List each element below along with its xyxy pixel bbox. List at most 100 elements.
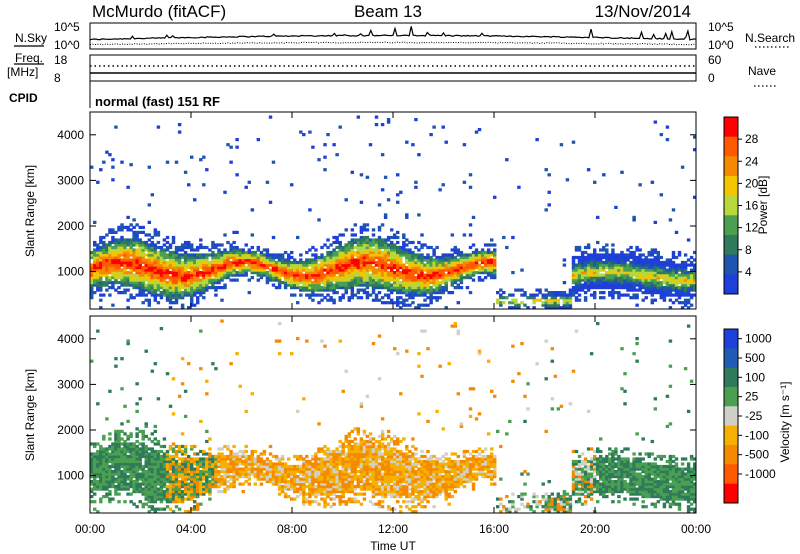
range-gate-cell — [374, 123, 379, 127]
range-gate-cell — [196, 495, 200, 499]
range-gate-cell — [299, 276, 303, 280]
range-gate-cell — [323, 273, 327, 277]
range-gate-cell — [90, 253, 94, 257]
range-gate-cell — [265, 273, 270, 277]
range-gate-cell — [144, 452, 148, 456]
range-gate-cell — [232, 472, 236, 476]
range-gate-cell — [514, 303, 518, 307]
range-gate-cell — [114, 250, 118, 255]
range-gate-cell — [283, 462, 288, 466]
range-gate-cell — [150, 253, 155, 257]
range-gate-cell — [659, 255, 664, 260]
range-gate-cell — [405, 255, 409, 260]
range-gate-cell — [287, 266, 291, 270]
range-gate-cell — [129, 250, 133, 255]
range-gate-cell — [99, 500, 103, 504]
range-gate-cell — [308, 500, 312, 504]
range-gate-cell — [577, 271, 582, 275]
range-gate-cell — [138, 268, 142, 272]
range-gate-cell — [417, 271, 421, 275]
range-gate-cell — [674, 271, 679, 275]
range-gate-cell — [317, 472, 321, 476]
range-gate-cell — [326, 276, 330, 280]
range-gate-cell — [359, 238, 364, 242]
range-gate-cell — [317, 283, 321, 287]
range-gate-cell — [547, 298, 551, 302]
range-gate-cell — [153, 464, 158, 469]
range-gate-cell — [614, 273, 618, 277]
range-gate-cell — [593, 296, 597, 300]
range-gate-cell — [214, 467, 218, 471]
range-gate-cell — [608, 253, 612, 257]
range-gate-cell — [320, 263, 324, 267]
range-gate-cell — [374, 263, 379, 267]
range-gate-cell — [144, 260, 148, 265]
range-gate-cell — [129, 243, 133, 247]
range-gate-cell — [383, 271, 388, 275]
range-gate-cell — [147, 281, 152, 285]
range-gate-cell — [120, 429, 124, 433]
range-gate-cell — [290, 273, 294, 277]
range-gate-cell — [390, 255, 394, 260]
range-gate-cell — [159, 497, 164, 501]
range-gate-cell — [111, 472, 115, 476]
range-gate-cell — [332, 298, 336, 302]
range-gate-cell — [250, 462, 255, 466]
range-gate-cell — [129, 163, 133, 167]
range-gate-cell — [220, 452, 224, 456]
range-gate-cell — [235, 352, 239, 356]
range-gate-cell — [259, 477, 264, 481]
range-gate-cell — [611, 286, 615, 290]
range-gate-cell — [183, 268, 188, 272]
range-gate-cell — [611, 288, 615, 292]
range-gate-cell — [329, 255, 333, 260]
range-gate-cell — [577, 276, 582, 280]
range-gate-cell — [380, 245, 385, 250]
range-gate-cell — [332, 475, 336, 479]
range-gate-cell — [583, 245, 588, 250]
range-gate-cell — [359, 485, 364, 489]
range-gate-cell — [317, 276, 321, 280]
range-gate-cell — [205, 283, 209, 287]
range-gate-cell — [332, 502, 336, 506]
range-gate-cell — [459, 281, 464, 285]
range-gate-cell — [117, 258, 121, 262]
range-gate-cell — [405, 266, 409, 270]
range-gate-cell — [329, 454, 333, 459]
range-gate-cell — [153, 470, 158, 474]
range-gate-cell — [462, 260, 467, 265]
range-gate-cell — [93, 248, 97, 252]
range-gate-cell — [365, 263, 370, 267]
range-gate-cell — [171, 500, 176, 504]
range-gate-cell — [332, 263, 336, 267]
range-gate-cell — [120, 475, 124, 479]
range-gate-cell — [277, 258, 282, 262]
range-gate-cell — [159, 482, 164, 486]
range-gate-cell — [326, 454, 330, 459]
range-gate-cell — [650, 260, 655, 265]
range-gate-cell — [171, 238, 176, 242]
range-gate-cell — [196, 268, 200, 272]
range-gate-cell — [123, 467, 127, 471]
range-gate-cell — [214, 260, 218, 265]
range-gate-cell — [156, 482, 161, 486]
range-gate-cell — [347, 442, 352, 446]
range-gate-cell — [465, 266, 470, 270]
range-gate-cell — [311, 288, 315, 292]
range-gate-cell — [262, 248, 267, 252]
range-gate-cell — [402, 288, 406, 292]
range-gate-cell — [123, 464, 127, 469]
range-gate-cell — [171, 273, 176, 277]
range-gate-cell — [583, 271, 588, 275]
range-gate-cell — [350, 444, 355, 449]
range-gate-cell — [347, 444, 352, 449]
range-gate-cell — [683, 268, 688, 272]
range-gate-cell — [150, 369, 155, 373]
range-gate-cell — [108, 497, 112, 501]
range-gate-cell — [371, 240, 376, 245]
range-gate-cell — [453, 255, 458, 260]
range-gate-cell — [271, 472, 276, 476]
range-gate-cell — [320, 464, 324, 469]
range-gate-cell — [120, 235, 124, 240]
range-gate-cell — [347, 245, 352, 250]
